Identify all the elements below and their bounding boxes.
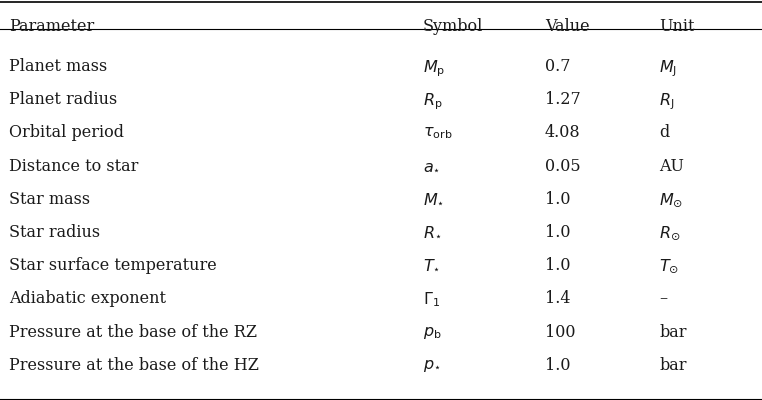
Text: $R_{\mathrm{p}}$: $R_{\mathrm{p}}$	[423, 91, 443, 112]
Text: 1.0: 1.0	[545, 357, 570, 374]
Text: $p_{\star}$: $p_{\star}$	[423, 357, 440, 374]
Text: Parameter: Parameter	[9, 18, 94, 35]
Text: Value: Value	[545, 18, 590, 35]
Text: $p_{\mathrm{b}}$: $p_{\mathrm{b}}$	[423, 324, 441, 341]
Text: Adiabatic exponent: Adiabatic exponent	[9, 290, 166, 308]
Text: bar: bar	[659, 324, 687, 341]
Text: Star surface temperature: Star surface temperature	[9, 257, 217, 274]
Text: Star radius: Star radius	[9, 224, 101, 241]
Text: 1.0: 1.0	[545, 224, 570, 241]
Text: $M_{\star}$: $M_{\star}$	[423, 191, 444, 208]
Text: AU: AU	[659, 158, 684, 174]
Text: 100: 100	[545, 324, 575, 341]
Text: $T_{\star}$: $T_{\star}$	[423, 257, 440, 274]
Text: –: –	[659, 290, 668, 308]
Text: 0.7: 0.7	[545, 58, 570, 75]
Text: $M_{\mathrm{p}}$: $M_{\mathrm{p}}$	[423, 58, 445, 78]
Text: $R_{\mathrm{J}}$: $R_{\mathrm{J}}$	[659, 91, 674, 112]
Text: 1.4: 1.4	[545, 290, 570, 308]
Text: bar: bar	[659, 357, 687, 374]
Text: Symbol: Symbol	[423, 18, 483, 35]
Text: $M_{\mathrm{J}}$: $M_{\mathrm{J}}$	[659, 58, 677, 78]
Text: $\tau_{\mathrm{orb}}$: $\tau_{\mathrm{orb}}$	[423, 124, 453, 142]
Text: Planet mass: Planet mass	[9, 58, 107, 75]
Text: $\Gamma_{1}$: $\Gamma_{1}$	[423, 290, 440, 309]
Text: Planet radius: Planet radius	[9, 91, 117, 108]
Text: 1.0: 1.0	[545, 257, 570, 274]
Text: Orbital period: Orbital period	[9, 124, 124, 142]
Text: d: d	[659, 124, 669, 142]
Text: $R_{\star}$: $R_{\star}$	[423, 224, 442, 241]
Text: 1.27: 1.27	[545, 91, 581, 108]
Text: Pressure at the base of the RZ: Pressure at the base of the RZ	[9, 324, 257, 341]
Text: Unit: Unit	[659, 18, 695, 35]
Text: 4.08: 4.08	[545, 124, 581, 142]
Text: Distance to star: Distance to star	[9, 158, 139, 174]
Text: Star mass: Star mass	[9, 191, 90, 208]
Text: Pressure at the base of the HZ: Pressure at the base of the HZ	[9, 357, 259, 374]
Text: 1.0: 1.0	[545, 191, 570, 208]
Text: $a_{\star}$: $a_{\star}$	[423, 158, 440, 174]
Text: $M_{\odot}$: $M_{\odot}$	[659, 191, 684, 209]
Text: 0.05: 0.05	[545, 158, 581, 174]
Text: $R_{\odot}$: $R_{\odot}$	[659, 224, 680, 242]
Text: $T_{\odot}$: $T_{\odot}$	[659, 257, 679, 275]
